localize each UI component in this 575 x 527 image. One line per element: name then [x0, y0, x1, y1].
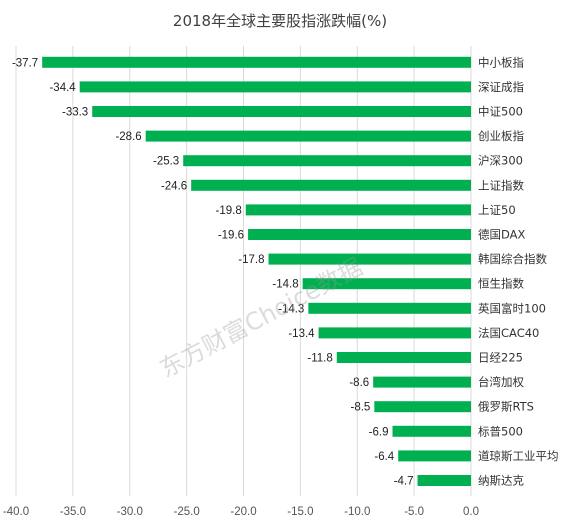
bar: [374, 401, 471, 413]
bar: [145, 130, 472, 142]
bar: [417, 475, 471, 486]
bar-value-label: -17.8: [238, 254, 264, 266]
bar-value-label: -19.8: [216, 205, 242, 217]
category-label: 法国CAC40: [478, 326, 539, 340]
chart-title: 2018年全球主要股指涨跌幅(%): [173, 12, 387, 30]
bar-value-label: -33.3: [62, 107, 88, 119]
category-label: 德国DAX: [478, 228, 526, 242]
x-tick-label: -20.0: [230, 506, 256, 518]
category-label: 道琼斯工业平均: [478, 449, 559, 463]
bar-value-label: -4.7: [394, 476, 414, 488]
category-label: 深证成指: [478, 80, 524, 94]
x-tick-label: 0.0: [463, 506, 479, 518]
bar-value-label: -8.5: [350, 402, 370, 414]
category-label: 英国富时100: [478, 301, 546, 315]
bar-value-label: -34.4: [49, 82, 76, 94]
x-tick-label: -15.0: [287, 506, 313, 518]
x-tick-label: -40.0: [3, 506, 29, 518]
bar-value-label: -28.6: [115, 131, 141, 143]
category-label: 中小板指: [478, 55, 524, 69]
bar: [318, 327, 471, 339]
category-label: 日经225: [478, 351, 523, 365]
gridlines: [15, 46, 472, 496]
bar-value-label: -6.9: [369, 426, 389, 438]
bar: [373, 376, 471, 388]
x-tick-label: -25.0: [174, 506, 200, 518]
bar-value-label: -25.3: [153, 156, 179, 168]
bar: [183, 155, 471, 167]
bar: [79, 81, 471, 93]
x-tick-label: -10.0: [344, 506, 370, 518]
bar-value-label: -13.4: [288, 328, 315, 340]
bar-value-label: -8.6: [349, 377, 369, 389]
category-label: 恒生指数: [478, 277, 524, 291]
bar: [268, 253, 471, 265]
value-labels: -37.7 -34.4 -33.3 -28.6 -25.3 -24.6 -19.8 -19.6…: [12, 57, 414, 487]
bar-value-label: -37.7: [12, 57, 38, 69]
bar: [392, 425, 471, 437]
category-label: 沪深300: [478, 154, 523, 168]
x-tick-label: -35.0: [60, 506, 86, 518]
category-label: 中证500: [478, 105, 523, 119]
x-tick-label: -30.0: [117, 506, 143, 518]
category-label: 标普500: [478, 424, 523, 438]
bar-value-label: -24.6: [161, 180, 187, 192]
category-label: 上证50: [478, 203, 516, 217]
category-label: 台湾加权: [478, 375, 524, 389]
category-label: 纳斯达克: [478, 474, 524, 488]
bar-value-label: -11.8: [307, 353, 332, 365]
x-tick-label: -5.0: [404, 506, 424, 518]
category-label: 韩国综合指数: [478, 252, 547, 266]
bar: [336, 352, 471, 363]
x-axis-ticks: -40.0 -35.0 -30.0 -25.0 -20.0 -15.0 -10.0 -5.0 0…: [3, 506, 479, 518]
bar: [302, 278, 471, 290]
bars: [42, 56, 472, 486]
category-label: 俄罗斯RTS: [478, 400, 534, 414]
bar: [308, 302, 471, 314]
bar: [42, 56, 471, 68]
bar-value-label: -19.6: [218, 230, 244, 242]
bar: [398, 450, 471, 462]
bar-value-label: -14.3: [278, 303, 304, 315]
bar: [92, 106, 472, 117]
bar: [248, 229, 471, 240]
bar-value-label: -14.8: [272, 279, 298, 291]
bar: [191, 179, 472, 191]
category-label: 上证指数: [478, 178, 524, 192]
bar: [245, 204, 471, 216]
bar-value-label: -6.4: [374, 451, 394, 463]
category-label: 创业板指: [478, 129, 524, 143]
